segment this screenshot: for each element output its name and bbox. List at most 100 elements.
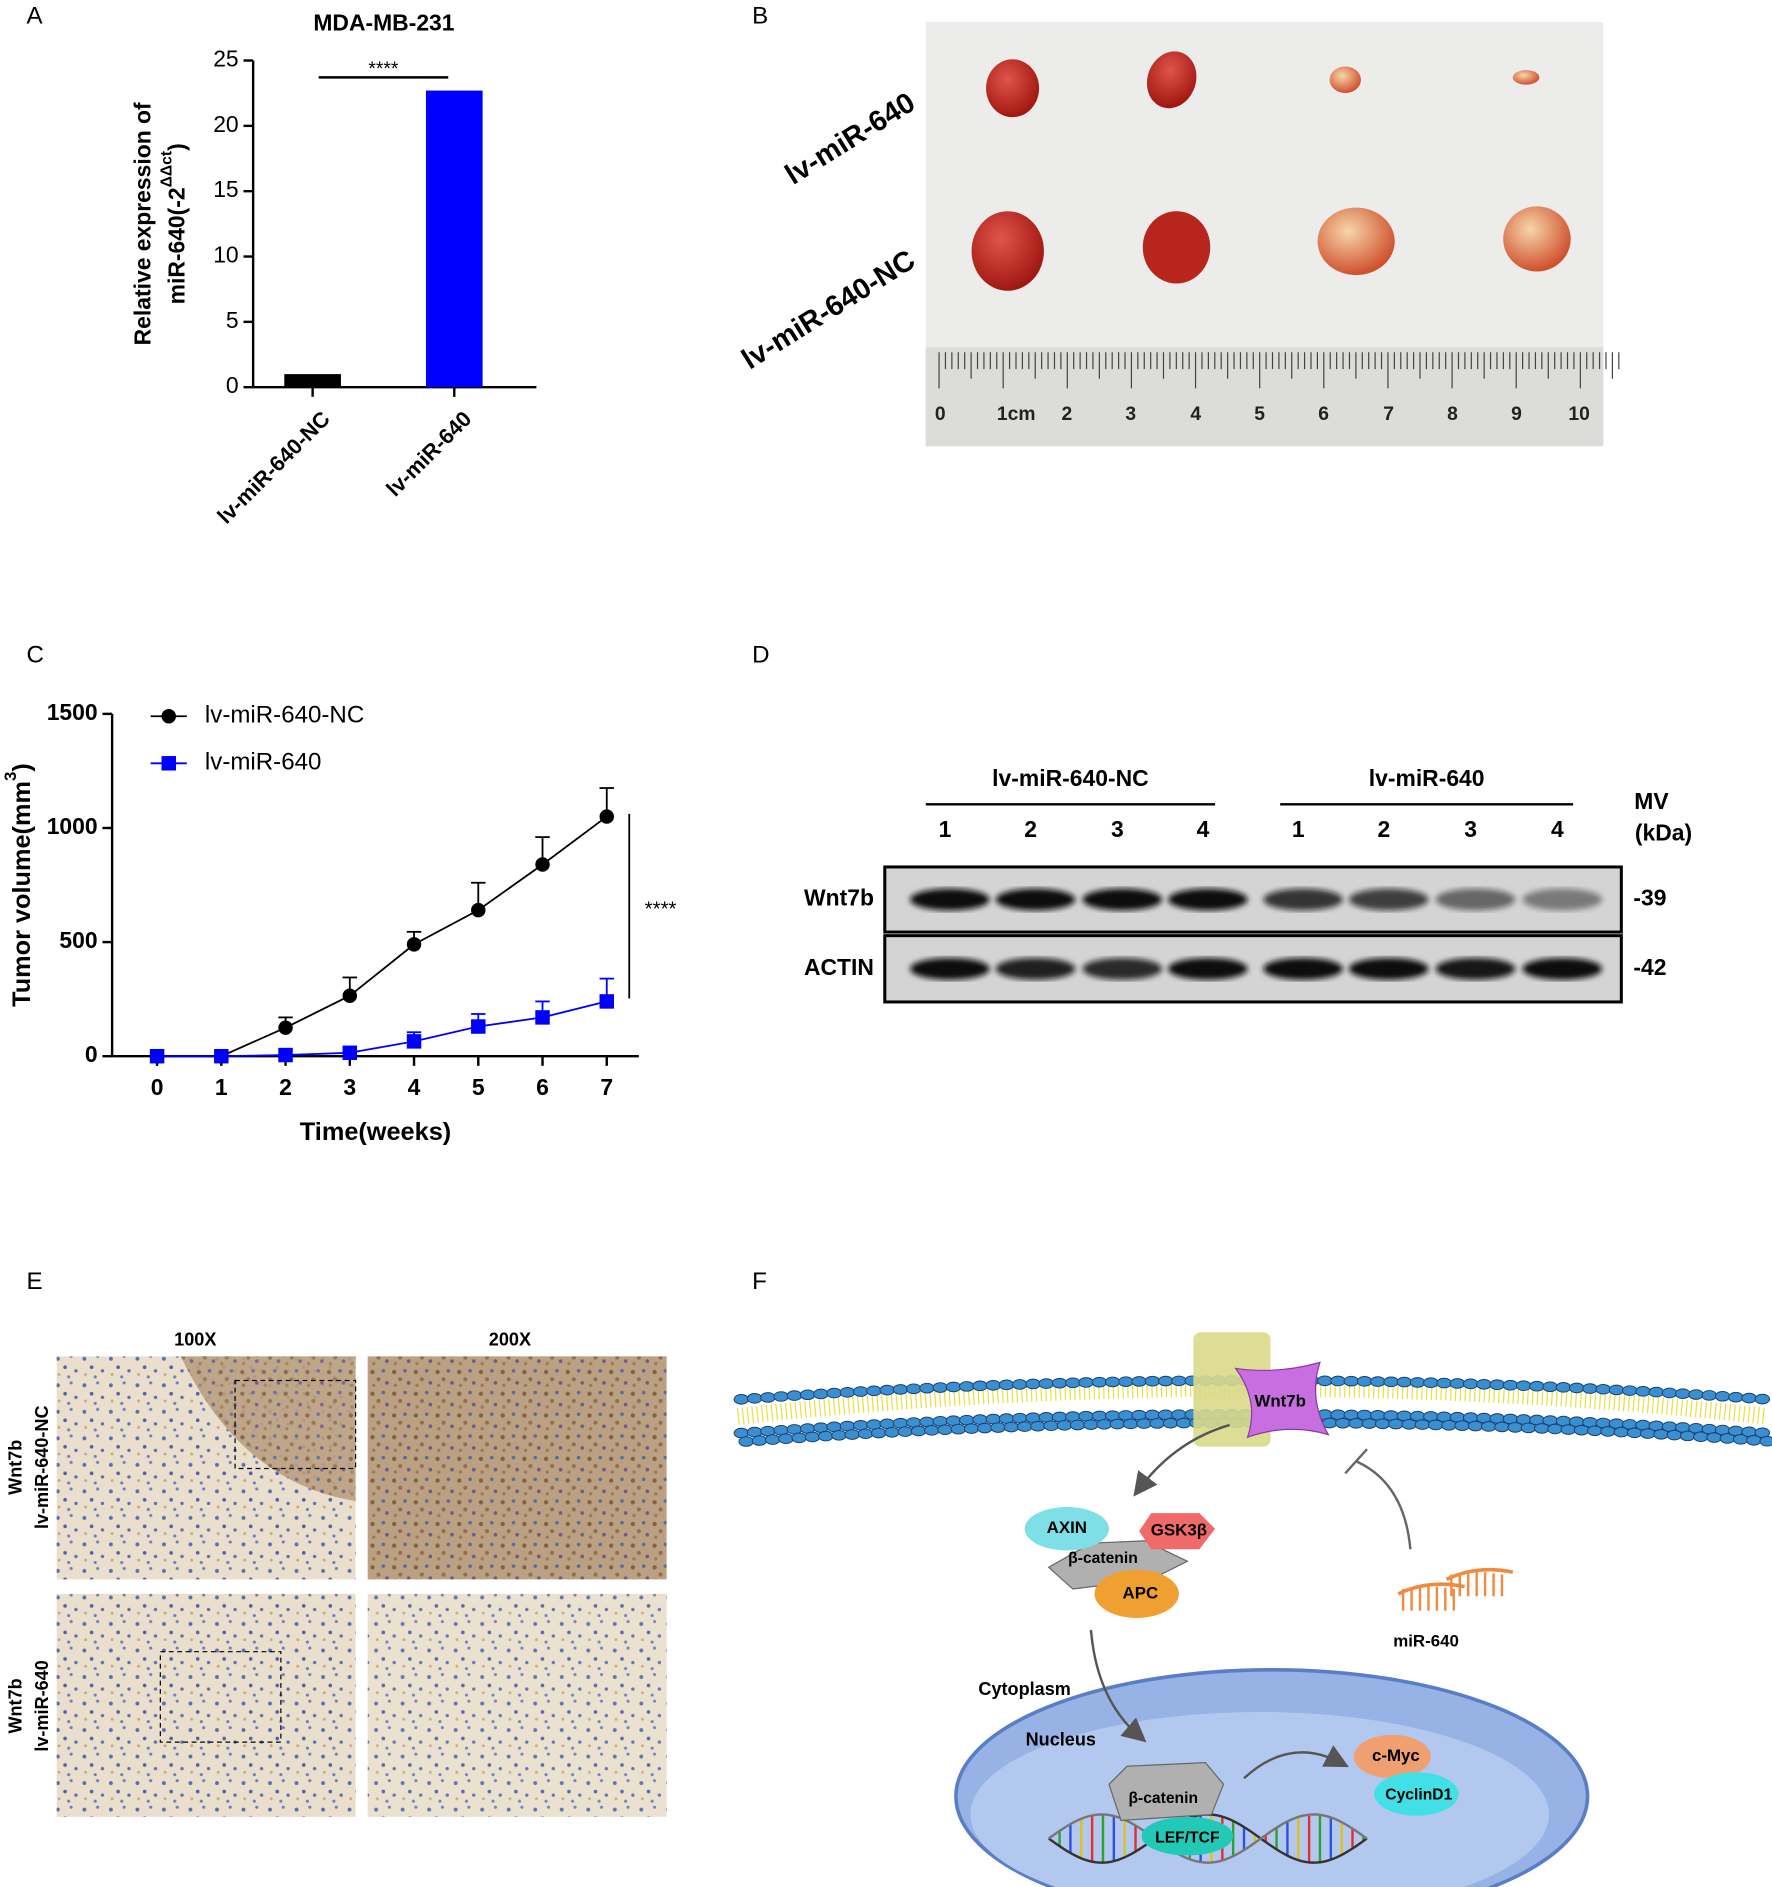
lipid-head: [1016, 1421, 1033, 1432]
lipid-head: [1449, 1378, 1466, 1389]
marker: [278, 1020, 293, 1035]
row-label: Wnt7b: [6, 1440, 26, 1495]
y-tick-label: 5: [226, 307, 239, 333]
inhibition: [1344, 1448, 1368, 1475]
lipid-head: [852, 1386, 869, 1397]
lipid-head: [1741, 1392, 1757, 1404]
lipid-head: [937, 1424, 953, 1436]
ruler-ticks: 0 1cm 2 3 4 5 6 7 8 9 10: [935, 352, 1620, 425]
label: Nucleus: [1026, 1730, 1096, 1750]
lipid-head: [924, 1425, 940, 1436]
lipid-head: [972, 1380, 988, 1392]
lane-label: 4: [1551, 816, 1564, 842]
lipid-head: [1661, 1387, 1678, 1399]
lane-label: 1: [939, 816, 952, 842]
series-line: [157, 1000, 607, 1058]
x-tick-label: 2: [279, 1074, 292, 1100]
lipid-head: [1489, 1379, 1505, 1391]
mw-value: -39: [1633, 885, 1666, 911]
lipid-head: [919, 1382, 935, 1394]
x-tick-label: 1: [215, 1074, 228, 1100]
lipid-head: [1502, 1379, 1519, 1391]
lipid-head: [897, 1426, 914, 1437]
lane-label: 2: [1024, 816, 1037, 842]
band: [1435, 957, 1516, 980]
tumor: [1146, 51, 1197, 109]
mw-label: MV: [1634, 788, 1669, 814]
legend-label: lv-miR-640: [205, 749, 321, 776]
marker: [406, 937, 422, 952]
arrow: [1089, 1629, 1147, 1743]
lipid-head: [1569, 1382, 1585, 1394]
y-axis-label: Relative expression of: [130, 102, 156, 345]
band: [995, 957, 1076, 980]
lipid-head: [1648, 1386, 1664, 1398]
x-axis-label: Time(weeks): [300, 1118, 451, 1146]
lipid-head: [1091, 1376, 1108, 1388]
band: [1522, 957, 1603, 980]
band: [1168, 888, 1248, 911]
lipid-head: [1759, 1435, 1772, 1447]
tumor: [971, 211, 1044, 291]
lipid-head: [1383, 1376, 1399, 1388]
label: miR-640: [1393, 1632, 1459, 1651]
lipid-head: [831, 1429, 847, 1441]
ruler-label: 2: [1061, 404, 1072, 425]
lipid-head: [1714, 1390, 1731, 1402]
lipid-head: [879, 1384, 895, 1396]
lipid-head: [1144, 1375, 1161, 1387]
lipid-head: [1335, 1417, 1351, 1429]
lipid-head: [786, 1390, 803, 1401]
y-axis-label: 3: [2, 772, 21, 781]
lipid-head: [1025, 1378, 1041, 1390]
lipid-head: [804, 1431, 821, 1443]
arrow: [1133, 1423, 1230, 1497]
lipid-head: [1595, 1383, 1611, 1395]
band: [1168, 957, 1248, 980]
beta-catenin: [1108, 1761, 1225, 1822]
lipid-head: [1348, 1418, 1364, 1429]
y-tick-label: 10: [213, 242, 238, 268]
lipid-head: [773, 1391, 789, 1402]
lipid-head: [1635, 1386, 1651, 1397]
band: [1082, 957, 1163, 980]
lipid-head: [751, 1435, 768, 1446]
row-label: Wnt7b: [804, 885, 874, 911]
band: [1348, 888, 1429, 911]
lipid-head: [932, 1382, 948, 1393]
ruler-label: 8: [1447, 404, 1458, 425]
lipid-head: [1409, 1377, 1426, 1388]
y-axis-label: Relative expression of miR-640(-2ΔΔct): [130, 102, 190, 345]
tumor: [1317, 207, 1395, 276]
band: [1348, 957, 1429, 980]
x-tick-label: lv-miR-640-NC: [212, 406, 335, 529]
column-label: 100X: [174, 1329, 216, 1349]
lipid-head: [1131, 1376, 1147, 1387]
y-tick-label: 20: [213, 111, 238, 137]
lipid-head: [1476, 1378, 1492, 1390]
ruler-label: 10: [1568, 404, 1589, 425]
lipid-head: [1069, 1419, 1086, 1431]
zoom-box: [234, 1379, 357, 1470]
ruler-label: 3: [1125, 404, 1136, 425]
lipid-head: [1542, 1381, 1558, 1393]
y-tick-label: 1000: [47, 813, 98, 839]
lipid-head: [1582, 1383, 1598, 1394]
lipid-head: [990, 1422, 1006, 1433]
lane-label: 1: [1292, 816, 1305, 842]
lipid-head: [1343, 1375, 1360, 1387]
panel-label: C: [27, 641, 44, 668]
label: GSK3β: [1151, 1521, 1207, 1540]
label: AXIN: [1047, 1518, 1087, 1537]
lipid-head: [857, 1428, 874, 1440]
lipid-head: [1515, 1380, 1532, 1392]
lipid-head: [998, 1379, 1015, 1391]
row-label: ACTIN: [804, 954, 874, 980]
cyclind1: [1374, 1772, 1459, 1816]
lipid-head: [1083, 1419, 1099, 1430]
marker: [535, 1010, 550, 1025]
row-label: lv-miR-640: [780, 87, 921, 192]
pathway: Wnt7b AXIN GSK3β β-catenin APC miR-640 C…: [954, 1332, 1590, 1887]
y-tick-label: 1500: [47, 699, 98, 725]
lipid-head: [892, 1384, 909, 1395]
